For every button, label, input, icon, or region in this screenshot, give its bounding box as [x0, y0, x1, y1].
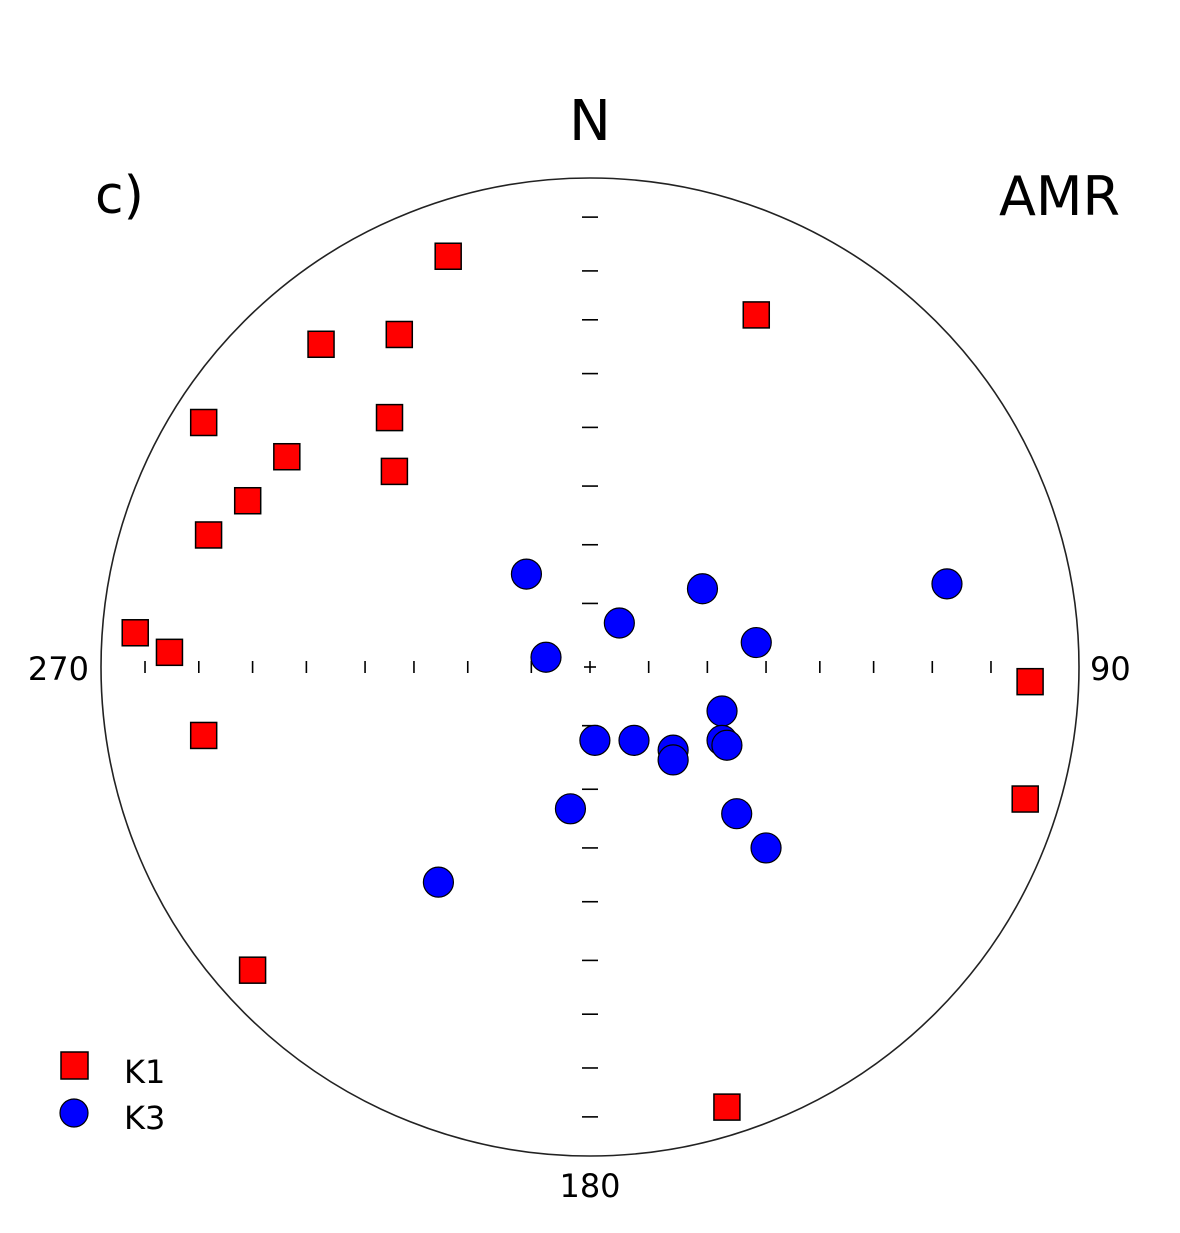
chart-title: AMR [999, 165, 1120, 228]
vertical-ticks [582, 216, 598, 1118]
k1-point [742, 301, 771, 329]
legend-label-k1: K1 [124, 1053, 165, 1091]
k1-point [380, 457, 409, 486]
k3-point [721, 798, 753, 830]
legend-label-k3: K3 [124, 1099, 165, 1137]
k1-point [434, 242, 462, 270]
k1-point [385, 320, 414, 349]
k3-point [706, 695, 738, 727]
k1-point [307, 330, 335, 359]
center-mark [584, 661, 596, 673]
panel-label: c) [95, 166, 144, 226]
series-k1 [121, 242, 1044, 1121]
north-label: N [569, 89, 611, 154]
k3-point [657, 744, 689, 776]
azimuth-label-east: 90 [1090, 650, 1131, 688]
k1-point [194, 521, 223, 549]
k3-point [711, 729, 743, 761]
k1-point [189, 721, 218, 750]
k1-point [189, 408, 218, 437]
k3-point [422, 866, 455, 898]
k1-point [1011, 785, 1039, 813]
k3-point [530, 641, 562, 673]
k1-point [238, 956, 267, 984]
k3-point [931, 568, 963, 600]
k3-point [554, 793, 587, 825]
horizontal-ticks [144, 661, 992, 673]
legend-marker-k1 [60, 1051, 89, 1080]
series-k3 [422, 558, 963, 898]
k1-point [375, 403, 404, 432]
k1-point [233, 486, 262, 515]
azimuth-label-west: 270 [28, 650, 89, 688]
legend-marker-k3 [59, 1098, 89, 1128]
k1-point [713, 1093, 741, 1121]
k1-point [121, 619, 149, 647]
k3-point [686, 573, 719, 605]
k1-point [155, 638, 184, 667]
azimuth-label-south: 180 [559, 1167, 620, 1205]
k3-point [603, 607, 635, 639]
k3-point [618, 724, 650, 756]
k1-point [273, 442, 301, 471]
k3-point [510, 558, 543, 590]
legend: K1 K3 [59, 1051, 165, 1137]
k3-point [579, 724, 611, 756]
k3-point [740, 626, 772, 659]
primitive-circle [100, 177, 1080, 1157]
k3-point [750, 832, 782, 864]
k1-point [1016, 667, 1044, 696]
